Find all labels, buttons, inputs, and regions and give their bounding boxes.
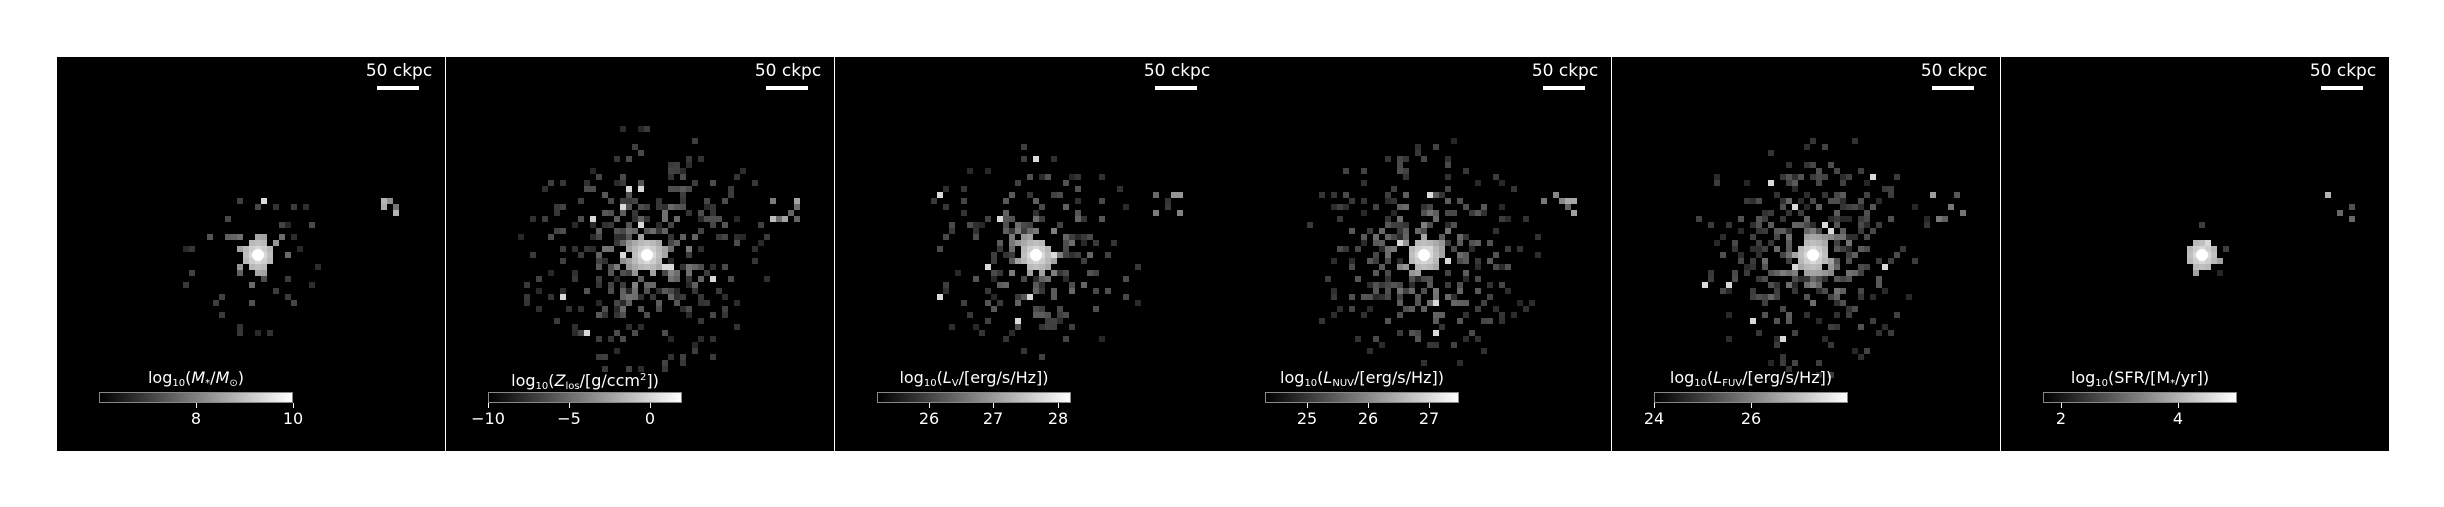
galaxy-map-image — [1307, 138, 1577, 366]
colorbar-tick-label: 10 — [282, 409, 304, 428]
colorbar-tick — [1654, 403, 1655, 408]
colorbar-tick-label: 27 — [1418, 409, 1440, 428]
colorbar-tick-label: 26 — [1357, 409, 1379, 428]
colorbar-tick — [1751, 403, 1752, 408]
colorbar-tick-label: 25 — [1296, 409, 1318, 428]
colorbar-tick-label: 8 — [190, 409, 202, 428]
map-panel-5: 50 ckpc log10(LFUV/[erg/s/Hz]) 24 26 — [1612, 57, 2000, 451]
map-panel-2: 50 ckpc log10(Zlos/[g/ccm2]) −10 −5 0 — [446, 57, 834, 451]
colorbar-gradient — [1654, 392, 1848, 403]
galaxy-map-image — [1696, 138, 1966, 378]
colorbar-tick — [993, 403, 994, 408]
colorbar-title: log10(LFUV/[erg/s/Hz]) — [1669, 368, 1833, 389]
map-panel-6: 50 ckpc log10(SFR/[M*/yr]) 2 4 — [2001, 57, 2389, 451]
colorbar-gradient — [488, 392, 682, 403]
scalebar-line — [766, 86, 808, 90]
scalebar-label: 50 ckpc — [365, 61, 433, 81]
scalebar-label: 50 ckpc — [1143, 61, 1211, 81]
colorbar-tick — [1058, 403, 1059, 408]
galaxy-map-image — [931, 144, 1183, 360]
colorbar-title: log10(LNUV/[erg/s/Hz]) — [1280, 368, 1444, 389]
colorbar-tick — [1368, 403, 1369, 408]
map-panel-3: 50 ckpc log10(LV/[erg/s/Hz]) 26 27 28 — [835, 57, 1223, 451]
scalebar-line — [1543, 86, 1585, 90]
scalebar-label: 50 ckpc — [1531, 61, 1599, 81]
colorbar-title: log10(Zlos/[g/ccm2]) — [511, 371, 659, 392]
colorbar-tick — [1429, 403, 1430, 408]
colorbar-tick-label: 4 — [2172, 409, 2184, 428]
colorbar-gradient — [877, 392, 1071, 403]
colorbar-tick — [569, 403, 570, 408]
colorbar-tick — [196, 403, 197, 408]
galaxy-map-image — [2187, 192, 2355, 276]
colorbar-tick-label: 24 — [1643, 409, 1665, 428]
colorbar-tick-label: 28 — [1047, 409, 1069, 428]
scalebar-label: 50 ckpc — [1920, 61, 1988, 81]
colorbar-gradient — [2043, 392, 2237, 403]
colorbar-gradient — [99, 392, 293, 403]
colorbar-tick-label: −10 — [471, 409, 505, 428]
scalebar-line — [1155, 86, 1197, 90]
colorbar-tick — [929, 403, 930, 408]
colorbar-title: log10(M*/M⊙) — [147, 368, 245, 389]
scalebar-line — [2321, 86, 2363, 90]
colorbar-title: log10(LV/[erg/s/Hz]) — [899, 368, 1049, 389]
colorbar-tick — [2061, 403, 2062, 408]
map-panel-1: 50 ckpc log10(M*/M⊙) 8 10 — [57, 57, 445, 451]
galaxy-map-image — [518, 126, 800, 372]
colorbar-gradient — [1265, 392, 1459, 403]
scalebar-label: 50 ckpc — [754, 61, 822, 81]
colorbar-tick-label: 27 — [982, 409, 1004, 428]
colorbar-tick — [650, 403, 651, 408]
colorbar-tick-label: −5 — [557, 409, 581, 428]
colorbar-tick — [1307, 403, 1308, 408]
scalebar-line — [377, 86, 419, 90]
scalebar-line — [1932, 86, 1974, 90]
colorbar-tick-label: 0 — [644, 409, 656, 428]
colorbar-title: log10(SFR/[M*/yr]) — [2070, 368, 2210, 389]
colorbar-tick — [293, 403, 294, 408]
colorbar-tick — [488, 403, 489, 408]
colorbar-tick-label: 26 — [1740, 409, 1762, 428]
galaxy-map-image — [183, 198, 399, 336]
map-panel-4: 50 ckpc log10(LNUV/[erg/s/Hz]) 25 26 27 — [1223, 57, 1611, 451]
scalebar-label: 50 ckpc — [2309, 61, 2377, 81]
colorbar-tick-label: 2 — [2055, 409, 2067, 428]
colorbar-tick — [2178, 403, 2179, 408]
colorbar-tick-label: 26 — [918, 409, 940, 428]
